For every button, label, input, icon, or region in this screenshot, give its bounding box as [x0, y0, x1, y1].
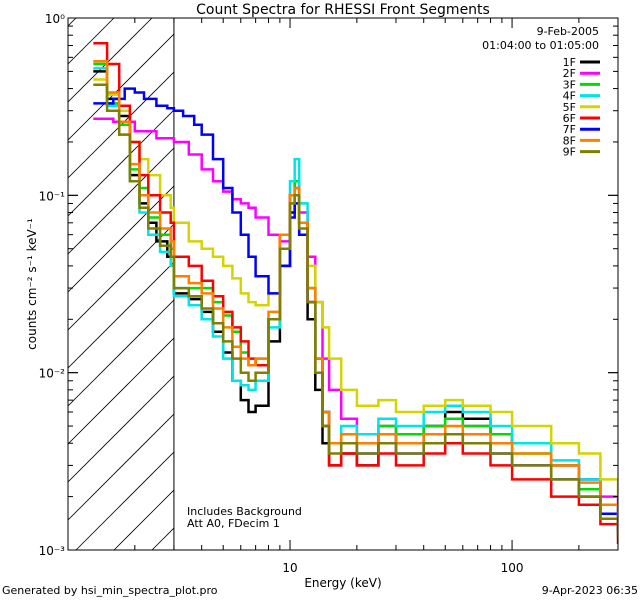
series-8F-line [93, 60, 618, 526]
hatch-line [68, 147, 175, 255]
legend-label-5F: 5F [563, 101, 576, 114]
y-tick-label-3: 10⁻³ [39, 544, 66, 558]
generated-timestamp: 9-Apr-2023 06:35 [542, 584, 638, 597]
hatch-line [113, 489, 175, 550]
series-group [93, 42, 618, 544]
axis-ticks [67, 17, 619, 551]
hatch-line [68, 299, 175, 407]
hatch-line [68, 18, 77, 27]
hatch-line [68, 18, 153, 103]
hatch-line [68, 223, 175, 331]
date-label: 9-Feb-2005 [537, 25, 599, 38]
legend-label-1F: 1F [563, 56, 576, 69]
hatch-line [68, 33, 175, 141]
series-1F-line [93, 70, 618, 521]
generated-by-label: Generated by hsi_min_spectra_plot.pro [2, 584, 218, 597]
legend-label-8F: 8F [563, 134, 576, 147]
series-2F-line [93, 117, 618, 521]
series-7F-line [93, 87, 618, 532]
y-axis-label: counts cm⁻² s⁻¹ keV⁻¹ [25, 218, 39, 350]
plot-frame [67, 17, 619, 551]
hatch-line [68, 18, 115, 65]
legend-label-3F: 3F [563, 78, 576, 91]
x-axis-label: Energy (keV) [304, 576, 381, 590]
series-9F-line [93, 83, 618, 538]
hatch-line [68, 375, 175, 483]
series-4F-line [93, 67, 618, 526]
y-tick-label-1: 10⁻¹ [39, 189, 66, 203]
x-tick-label-100: 100 [501, 561, 524, 575]
hatch-line [75, 451, 175, 550]
hatch-line [68, 109, 175, 217]
x-tick-label-10: 10 [282, 561, 297, 575]
hatch-line [68, 413, 175, 521]
hatch-line [68, 185, 175, 293]
hatch-line [68, 337, 175, 445]
annotation-background: Includes Background [187, 505, 302, 518]
time-range-label: 01:04:00 to 01:05:00 [482, 39, 599, 52]
legend-label-4F: 4F [563, 90, 576, 103]
chart-title: Count Spectra for RHESSI Front Segments [196, 2, 490, 18]
hatch-line [151, 527, 175, 550]
hatch-line [68, 261, 175, 369]
legend-label-6F: 6F [563, 112, 576, 125]
y-tick-label-0: 10⁰ [45, 12, 65, 26]
legend-label-7F: 7F [563, 123, 576, 136]
y-tick-label-2: 10⁻² [39, 367, 66, 381]
annotation-attenuator: Att A0, FDecim 1 [187, 517, 280, 530]
legend-label-9F: 9F [563, 146, 576, 159]
legend-label-2F: 2F [563, 67, 576, 80]
